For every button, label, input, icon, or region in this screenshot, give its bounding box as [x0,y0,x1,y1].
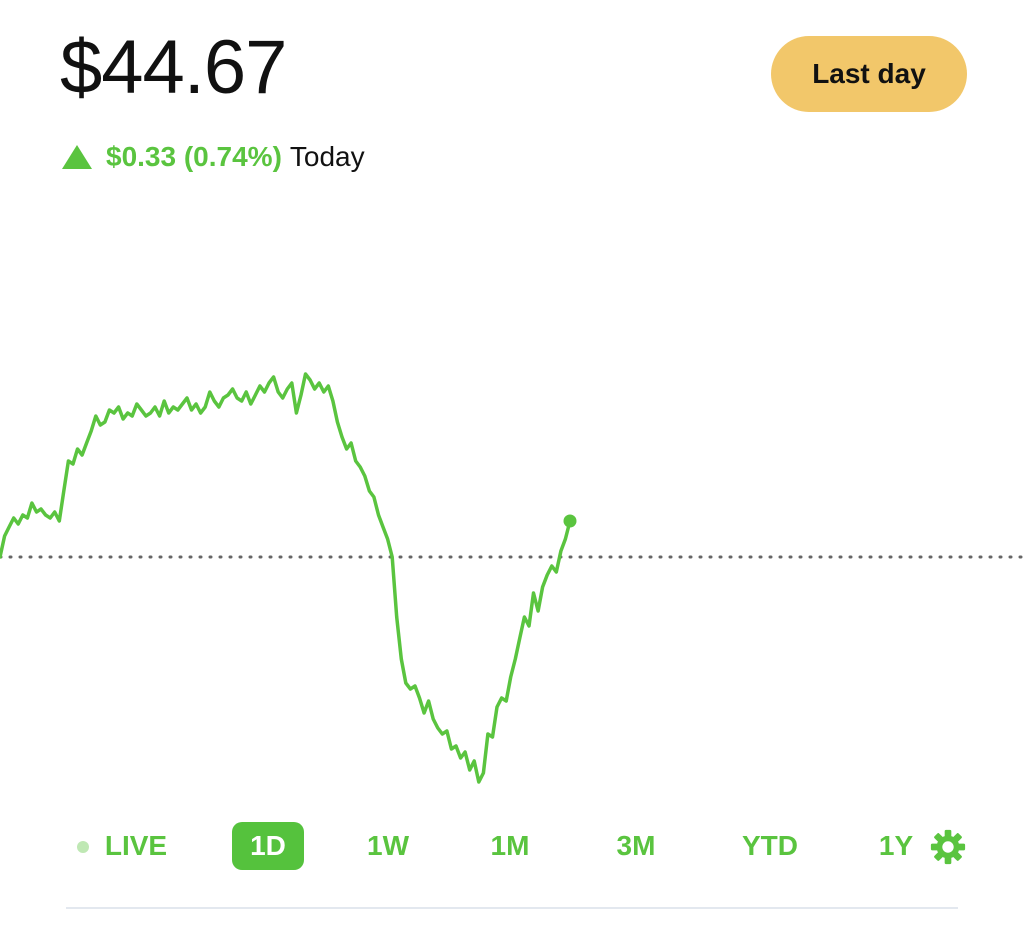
price-line [0,372,572,784]
change-period: Today [289,141,365,172]
stock-price: $44.67 [60,25,287,110]
tab-1w[interactable]: 1W [352,822,424,870]
tab-1y[interactable]: 1Y [860,822,932,870]
price-chart [0,372,1024,784]
tab-1d[interactable]: 1D [232,822,304,870]
range-button[interactable]: Last day [771,36,967,112]
live-indicator-dot [77,841,89,853]
change-value: $0.33 (0.74%) [106,141,282,172]
tab-ytd[interactable]: YTD [730,822,810,870]
price-change-row: $0.33 (0.74%) Today [62,137,365,177]
timeframe-bar: LIVE 1D 1W 1M 3M YTD 1Y [0,818,1024,876]
divider [66,907,958,909]
up-triangle-icon [62,145,92,169]
gear-icon[interactable] [929,828,967,866]
tab-1m[interactable]: 1M [474,822,546,870]
tab-live[interactable]: LIVE [100,822,172,870]
tab-3m[interactable]: 3M [600,822,672,870]
current-price-marker [563,514,577,528]
